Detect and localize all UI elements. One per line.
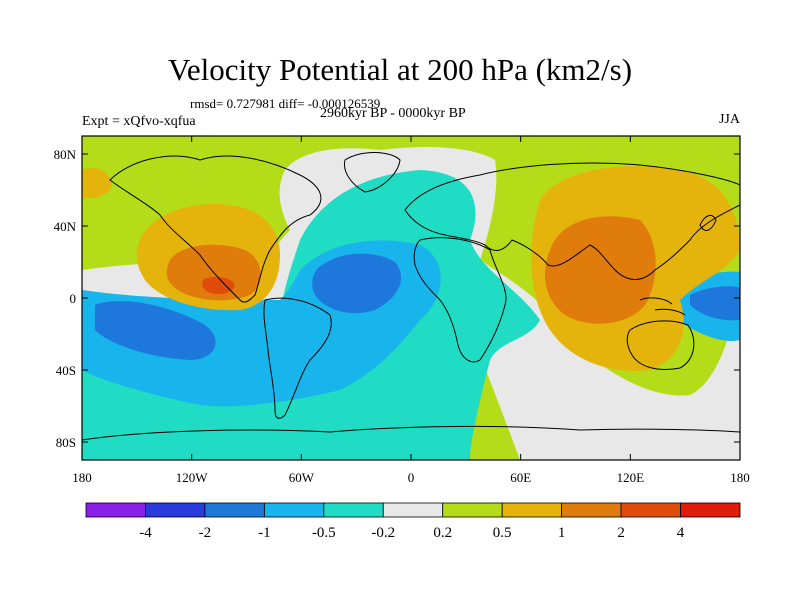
colorbar-label: 1 — [558, 525, 566, 541]
y-tick-label: 40N — [54, 219, 77, 234]
colorbar-label: -2 — [199, 525, 212, 541]
positive-max-east-pacific — [202, 276, 235, 295]
colorbar-label: 0.5 — [493, 525, 512, 541]
stats-line: rmsd= 0.727981 diff= -0.000126539 — [190, 96, 381, 111]
period-label: 2960kyr BP - 0000kyr BP — [320, 106, 466, 121]
y-axis: 80N 40N 0 40S 80S — [54, 147, 740, 450]
x-tick-label: 0 — [408, 470, 415, 485]
coast-japan — [699, 214, 717, 231]
colorbar-swatch — [680, 502, 741, 518]
coast-north-america — [109, 155, 322, 303]
x-tick-label: 120E — [617, 470, 645, 485]
coast-australia — [626, 320, 695, 370]
colorbar-swatch — [204, 502, 265, 518]
coast-africa — [413, 237, 507, 363]
colorbar-swatch — [382, 502, 444, 518]
x-tick-label: 120W — [176, 470, 209, 485]
coast-south-america — [263, 297, 332, 419]
colorbar: -4 -2 -1 -0.5 -0.2 0.2 0.5 1 2 4 — [85, 502, 741, 541]
coast-indonesia — [639, 297, 686, 316]
colorbar-label: 2 — [617, 525, 625, 541]
coast-antarctica — [82, 425, 740, 441]
x-axis: 180 120W 60W 0 60E 120E 180 — [72, 136, 750, 485]
coastlines — [82, 152, 740, 441]
y-tick-label: 0 — [70, 291, 77, 306]
colorbar-label: -0.2 — [371, 525, 395, 541]
positive-core-asia — [545, 216, 656, 324]
colorbar-label: -0.5 — [312, 525, 336, 541]
map-title: Velocity Potential at 200 hPa (km2/s) — [167, 52, 633, 87]
x-tick-label: 60W — [289, 470, 315, 485]
colorbar-swatch — [561, 502, 622, 518]
colorbar-swatch — [145, 502, 206, 518]
coast-eurasia — [404, 162, 740, 280]
colorbar-swatch — [501, 502, 563, 518]
y-tick-label: 80N — [54, 147, 77, 162]
season-label: JJA — [718, 112, 740, 127]
negative-core-south-pacific — [95, 301, 216, 360]
colorbar-label: 0.2 — [433, 525, 452, 541]
experiment-label: Expt = xQfvo-xqfua — [82, 114, 196, 129]
negative-core-west-pacific — [690, 286, 740, 321]
colorbar-swatch — [323, 502, 384, 518]
positive-region-north-atlantic-edge — [82, 168, 112, 199]
y-tick-label: 80S — [56, 435, 76, 450]
colorbar-label: -1 — [258, 525, 271, 541]
colorbar-swatch — [263, 502, 325, 518]
coast-greenland — [343, 152, 401, 193]
x-tick-label: 60E — [510, 470, 531, 485]
y-tick-label: 40S — [56, 363, 76, 378]
negative-core-atlantic — [312, 253, 402, 314]
colorbar-label: 4 — [677, 525, 685, 541]
x-tick-label: 180 — [72, 470, 92, 485]
colorbar-label: -4 — [139, 525, 152, 541]
colorbar-swatch — [442, 502, 503, 518]
x-tick-label: 180 — [730, 470, 750, 485]
colorbar-swatch — [620, 502, 681, 518]
colorbar-swatch — [85, 502, 146, 518]
velocity-potential-field — [82, 136, 740, 460]
